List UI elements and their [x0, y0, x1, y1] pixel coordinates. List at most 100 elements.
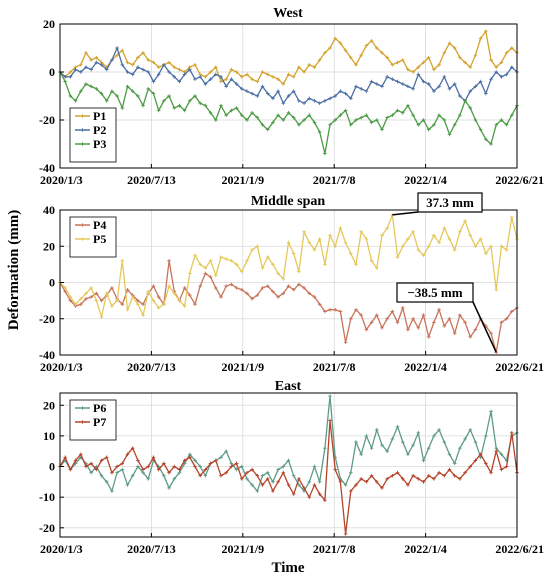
data-point	[224, 449, 228, 454]
data-point	[395, 79, 400, 84]
data-point	[219, 75, 223, 79]
data-point	[255, 244, 260, 249]
data-point	[400, 82, 405, 86]
data-point	[421, 118, 426, 122]
data-point	[146, 70, 151, 74]
legend-marker	[80, 114, 85, 118]
data-point	[239, 287, 244, 292]
annotation-leader	[392, 211, 419, 216]
data-point	[302, 70, 306, 74]
data-point	[452, 331, 457, 336]
data-point	[78, 89, 83, 93]
data-point	[297, 282, 301, 287]
data-point	[94, 87, 99, 91]
data-point	[437, 84, 441, 89]
data-point	[426, 335, 431, 339]
data-point	[307, 495, 312, 499]
data-point	[219, 255, 223, 259]
data-point	[193, 458, 197, 463]
data-point	[510, 113, 514, 117]
data-point	[99, 473, 104, 478]
x-tick-label: 2022/1/4	[404, 173, 447, 187]
data-point	[380, 51, 384, 55]
data-point	[276, 77, 280, 81]
y-tick-label: 20	[43, 398, 55, 412]
data-point	[115, 46, 119, 50]
data-point	[115, 53, 119, 57]
data-point	[504, 248, 509, 252]
data-point	[110, 489, 114, 493]
data-point	[390, 77, 395, 81]
data-point	[499, 118, 504, 122]
x-tick-label: 2022/6/21	[495, 173, 544, 187]
data-point	[120, 106, 125, 110]
data-point	[478, 452, 483, 457]
data-point	[317, 480, 322, 484]
annotation-leader	[472, 301, 497, 353]
data-point	[130, 63, 135, 67]
data-point	[182, 286, 187, 290]
data-point	[374, 266, 379, 270]
legend-marker	[80, 237, 85, 241]
data-point	[281, 118, 286, 122]
data-point	[198, 75, 203, 79]
data-point	[499, 452, 504, 457]
data-point	[203, 82, 208, 86]
data-point	[406, 103, 410, 108]
data-point	[447, 467, 452, 472]
data-point	[421, 458, 426, 463]
data-point	[463, 320, 467, 325]
data-point	[260, 483, 265, 487]
data-point	[151, 79, 156, 84]
data-point	[312, 99, 317, 103]
data-point	[307, 113, 312, 117]
data-point	[167, 284, 171, 288]
data-point	[343, 240, 348, 245]
data-point	[203, 467, 208, 472]
data-point	[125, 452, 130, 457]
legend-label: P5	[93, 232, 106, 246]
data-point	[78, 70, 83, 74]
data-point	[328, 96, 332, 101]
data-point	[442, 440, 447, 444]
data-point	[255, 489, 260, 493]
data-point	[239, 464, 244, 469]
data-point	[416, 65, 421, 69]
data-point	[359, 476, 364, 481]
data-point	[193, 63, 197, 67]
data-point	[130, 72, 135, 77]
data-point	[458, 476, 462, 481]
data-point	[203, 271, 208, 276]
data-point	[359, 87, 364, 91]
data-point	[78, 63, 83, 67]
data-point	[172, 476, 177, 481]
data-point	[354, 84, 358, 89]
data-point	[136, 94, 140, 98]
data-point	[141, 470, 145, 475]
data-point	[110, 304, 114, 308]
data-point	[162, 473, 166, 478]
data-point	[380, 486, 384, 490]
data-point	[374, 82, 379, 86]
data-point	[245, 118, 249, 122]
data-point	[193, 94, 197, 98]
data-point	[260, 473, 265, 478]
data-point	[317, 58, 322, 62]
data-point	[104, 480, 109, 484]
data-point	[374, 427, 379, 432]
data-point	[416, 326, 421, 330]
data-point	[328, 233, 332, 238]
data-point	[141, 67, 145, 72]
data-point	[94, 298, 99, 303]
data-point	[484, 461, 488, 466]
data-point	[286, 458, 291, 463]
panel-title: East	[275, 379, 302, 394]
data-point	[328, 394, 332, 398]
data-point	[68, 467, 73, 472]
data-point	[307, 63, 312, 67]
legend-marker	[80, 223, 85, 227]
data-point	[447, 237, 452, 241]
data-point	[255, 94, 260, 98]
data-point	[458, 446, 462, 450]
data-point	[463, 219, 467, 223]
